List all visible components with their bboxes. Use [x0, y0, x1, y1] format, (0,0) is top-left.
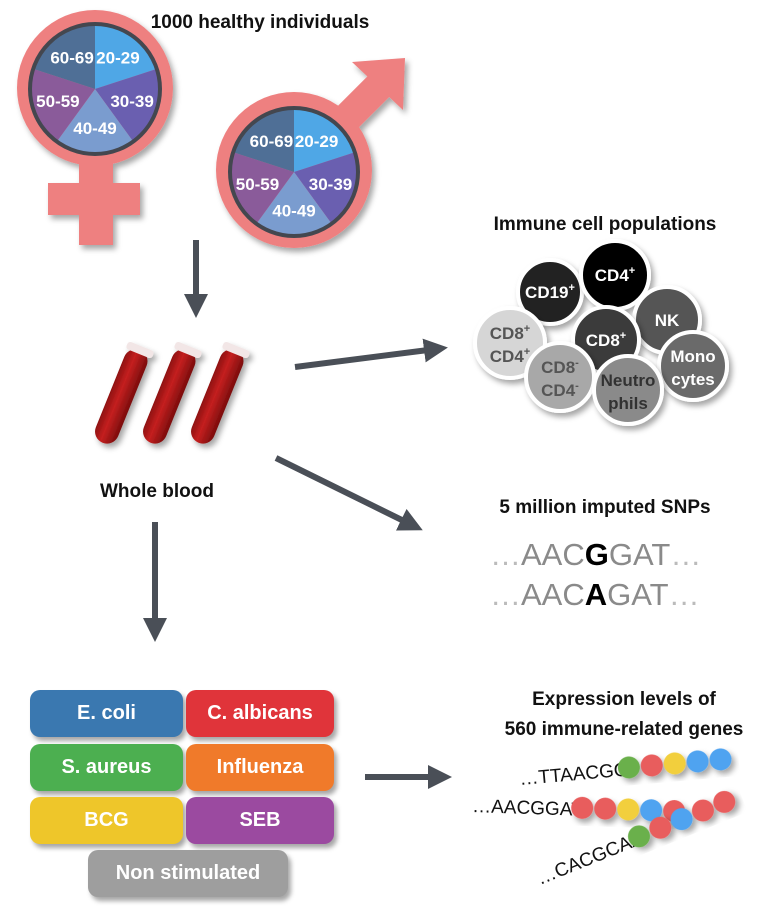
cell-cd4: CD4+: [579, 239, 651, 311]
svg-text:…AACGGAT: …AACGGAT: [472, 796, 584, 821]
expression-bead: [649, 816, 672, 839]
female-age-label: 40-49: [73, 119, 116, 138]
female-age-slice-50-59: [30, 68, 95, 142]
female-age-slice-40-49: [56, 89, 134, 155]
expression-bead: [686, 750, 709, 773]
svg-text:CD8+: CD8+: [490, 323, 530, 343]
svg-text:…TTAACGG: …TTAACGG: [519, 760, 630, 790]
expression-bead: [640, 754, 663, 777]
male-age-label: 30-39: [309, 175, 352, 194]
cell-monocytes: Mono cytes: [657, 330, 729, 402]
expression-bead: [594, 797, 617, 820]
svg-text:CD19+: CD19+: [525, 282, 575, 302]
svg-text:NK: NK: [655, 311, 680, 330]
male-age-slice-20-29: [294, 108, 355, 172]
whole-blood-label: Whole blood: [100, 481, 214, 502]
immune-cells: CD19+ CD4+ NK CD8+ CD8+ CD4+ Mono cytes CD8- CD4-…: [473, 239, 729, 426]
male-age-pie: 20-29 30-39 40-49 50-59 60-69: [228, 106, 360, 238]
cell-neutrophils: Neutro phils: [592, 354, 664, 426]
expression-bead: [617, 756, 640, 779]
stimulus-s-aureus: S. aureus: [30, 744, 183, 791]
snp-line: …AACAGAT…: [490, 577, 700, 612]
svg-text:CD4+: CD4+: [490, 346, 530, 366]
gene-sequence: …TTAACGG: [519, 748, 732, 790]
svg-text:CD8+: CD8+: [586, 330, 626, 350]
svg-text:Mono: Mono: [670, 347, 715, 366]
male-age-label: 40-49: [272, 201, 315, 220]
gene-sequences: …TTAACGG…AACGGAT…CACGCAA: [472, 748, 736, 890]
expression-bead: [670, 808, 693, 831]
cell-cd8cd4: CD8- CD4-: [524, 341, 596, 413]
expression-bead: [571, 796, 594, 819]
arrow-to-snps: [274, 455, 423, 531]
svg-text:Neutro: Neutro: [601, 371, 656, 390]
gene-sequence: …AACGGAT: [472, 796, 686, 823]
male-age-label: 60-69: [250, 132, 293, 151]
female-age-slice-30-39: [95, 68, 161, 142]
blood-tubes-icon: [95, 341, 250, 444]
stimulus-non-stimulated: Non stimulated: [88, 850, 288, 897]
stimulus-bcg: BCG: [30, 797, 183, 844]
male-age-slice-30-39: [294, 152, 358, 224]
immune-title: Immune cell populations: [494, 214, 717, 235]
male-age-label: 50-59: [236, 175, 279, 194]
female-age-slice-20-29: [95, 24, 157, 89]
expression-bead: [663, 752, 686, 775]
snp-sequences: …AACGGAT… …AACAGAT…: [490, 537, 701, 612]
stimulus-seb: SEB: [186, 797, 334, 844]
expression-bead: [713, 790, 736, 813]
svg-text:CD4-: CD4-: [541, 380, 579, 400]
title-line1: 1000 healthy individuals: [151, 12, 370, 33]
female-age-pie: 20-29 30-39 40-49 50-59 60-69: [28, 22, 162, 156]
cell-cd8cd4: CD8+ CD4+: [473, 306, 547, 380]
cell-cd19: CD19+: [516, 258, 584, 326]
snp-title: 5 million imputed SNPs: [499, 497, 710, 518]
stimulus-influenza: Influenza: [186, 744, 334, 791]
male-age-label: 20-29: [295, 132, 338, 151]
female-age-label: 20-29: [96, 48, 139, 67]
female-age-label: 30-39: [110, 92, 153, 111]
snp-line: …AACGGAT…: [490, 537, 701, 572]
female-age-label: 60-69: [50, 48, 93, 67]
expression-title-1: Expression levels of: [532, 689, 716, 710]
expression-bead: [709, 748, 732, 771]
male-age-slice-50-59: [230, 152, 294, 224]
stimulus-e-coli: E. coli: [30, 690, 183, 737]
expression-bead: [617, 798, 640, 821]
female-age-slice-60-69: [33, 24, 95, 89]
svg-text:CD8-: CD8-: [541, 357, 579, 377]
expression-bead: [691, 799, 714, 822]
female-age-label: 50-59: [36, 92, 79, 111]
expression-title-2: 560 immune-related genes: [505, 719, 744, 740]
stimulus-c-albicans: C. albicans: [186, 690, 334, 737]
arrow-to-cells: [294, 338, 448, 370]
expression-bead: [640, 799, 663, 822]
male-age-slice-60-69: [233, 108, 294, 172]
svg-text:phils: phils: [608, 394, 648, 413]
male-age-slice-40-49: [256, 172, 332, 236]
svg-text:CD4+: CD4+: [595, 265, 635, 285]
svg-text:cytes: cytes: [671, 370, 714, 389]
expression-bead: [627, 825, 650, 848]
